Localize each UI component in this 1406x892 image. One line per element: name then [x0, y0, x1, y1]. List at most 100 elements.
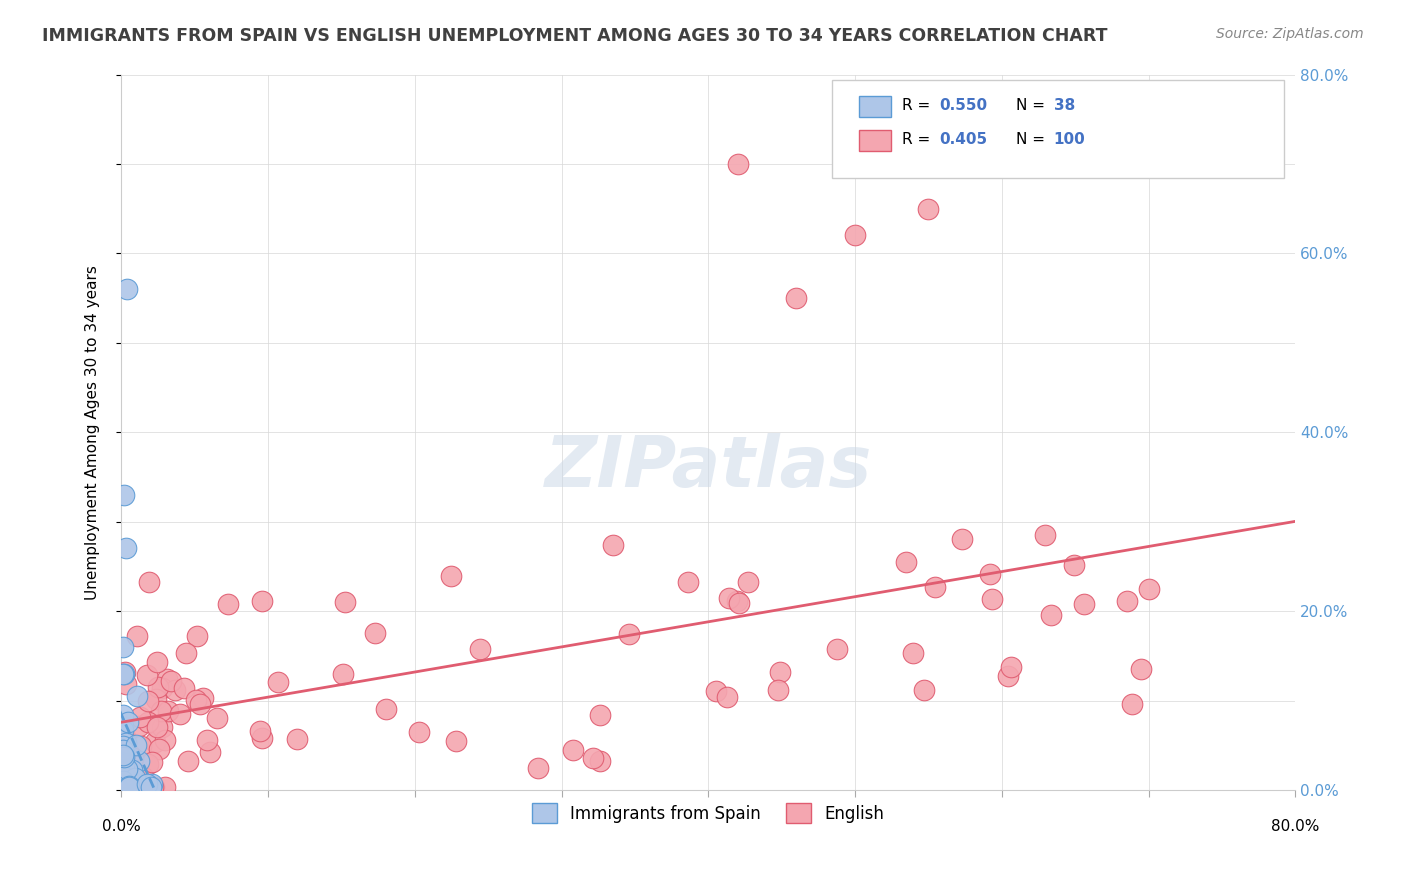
Point: [111, 718, 134, 732]
Point: [582, 751, 605, 765]
Bar: [859, 129, 891, 151]
Point: [198, 745, 221, 759]
Y-axis label: Unemployment Among Ages 30 to 34 years: Unemployment Among Ages 30 to 34 years: [86, 265, 100, 599]
Point: [111, 707, 134, 722]
Point: [115, 780, 138, 795]
Point: [704, 684, 727, 698]
Point: [136, 694, 159, 708]
Text: N =: N =: [1017, 98, 1050, 113]
Point: [146, 655, 169, 669]
Point: [145, 720, 167, 734]
Point: [1040, 607, 1063, 622]
Point: [141, 777, 163, 791]
Point: [335, 594, 357, 608]
Point: [173, 681, 195, 696]
Point: [997, 668, 1019, 682]
Point: [901, 647, 924, 661]
Point: [250, 594, 273, 608]
Point: [184, 692, 207, 706]
Point: [1121, 697, 1143, 711]
Point: [844, 228, 866, 243]
Point: [112, 488, 135, 502]
Point: [195, 733, 218, 747]
Point: [115, 735, 138, 749]
Point: [678, 574, 700, 589]
Point: [737, 574, 759, 589]
Text: 80.0%: 80.0%: [1271, 819, 1320, 833]
Point: [111, 762, 134, 776]
Point: [128, 754, 150, 768]
Text: 0.550: 0.550: [939, 98, 988, 113]
Point: [1137, 582, 1160, 596]
Point: [440, 569, 463, 583]
Point: [149, 704, 172, 718]
Point: [124, 771, 146, 785]
FancyBboxPatch shape: [831, 79, 1284, 178]
Point: [111, 723, 134, 737]
Point: [267, 674, 290, 689]
Text: N =: N =: [1017, 132, 1050, 147]
Point: [117, 714, 139, 729]
Point: [1073, 597, 1095, 611]
Point: [408, 725, 430, 739]
Text: 0.0%: 0.0%: [101, 819, 141, 833]
Point: [141, 755, 163, 769]
Point: [716, 690, 738, 705]
Point: [111, 666, 134, 681]
Point: [588, 754, 610, 768]
Legend: Immigrants from Spain, English: Immigrants from Spain, English: [524, 795, 893, 831]
Point: [150, 681, 173, 695]
Point: [142, 780, 165, 795]
Point: [114, 677, 136, 691]
Point: [125, 690, 148, 704]
Text: 0.405: 0.405: [939, 132, 988, 147]
Point: [112, 743, 135, 757]
Point: [143, 734, 166, 748]
Point: [364, 626, 387, 640]
Point: [111, 739, 134, 754]
Point: [155, 673, 177, 687]
Point: [156, 704, 179, 718]
Point: [112, 777, 135, 791]
Point: [561, 742, 583, 756]
Point: [111, 743, 134, 757]
Point: [124, 780, 146, 795]
Point: [150, 720, 173, 734]
Point: [717, 591, 740, 606]
Point: [111, 775, 134, 789]
Point: [124, 772, 146, 787]
Point: [285, 732, 308, 747]
Point: [132, 770, 155, 784]
Point: [589, 707, 612, 722]
Point: [191, 690, 214, 705]
Point: [1000, 660, 1022, 674]
Point: [725, 594, 748, 608]
Point: [114, 774, 136, 789]
Point: [121, 763, 143, 777]
Point: [118, 779, 141, 793]
Point: [111, 780, 134, 795]
Point: [118, 772, 141, 787]
Point: [785, 291, 807, 305]
Point: [1035, 528, 1057, 542]
Point: [118, 780, 141, 795]
Text: IMMIGRANTS FROM SPAIN VS ENGLISH UNEMPLOYMENT AMONG AGES 30 TO 34 YEARS CORRELAT: IMMIGRANTS FROM SPAIN VS ENGLISH UNEMPLO…: [42, 27, 1108, 45]
Point: [139, 780, 162, 795]
Text: R =: R =: [903, 98, 935, 113]
Point: [146, 680, 169, 694]
Point: [249, 724, 271, 739]
Point: [617, 626, 640, 640]
Point: [444, 733, 467, 747]
Text: 100: 100: [1053, 132, 1085, 147]
Point: [374, 702, 396, 716]
Bar: [859, 96, 891, 118]
Point: [118, 780, 141, 795]
Point: [728, 596, 751, 610]
Point: [332, 667, 354, 681]
Point: [205, 711, 228, 725]
Point: [153, 732, 176, 747]
Text: R =: R =: [903, 132, 935, 147]
Point: [950, 532, 973, 546]
Point: [190, 697, 212, 711]
Point: [177, 754, 200, 768]
